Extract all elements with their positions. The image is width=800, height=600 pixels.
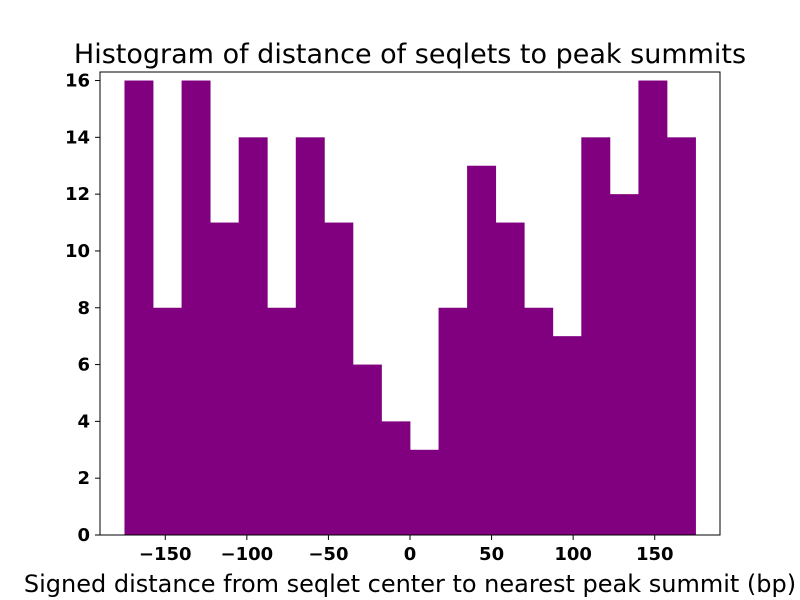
histogram-bar [295, 137, 325, 535]
y-tick-label: 4 [77, 411, 90, 432]
y-tick-label: 8 [77, 298, 90, 319]
x-tick-label: 50 [479, 544, 504, 565]
histogram-bar [267, 307, 297, 535]
x-tick-label: 100 [554, 544, 592, 565]
y-tick-label: 2 [77, 468, 90, 489]
histogram-bar [352, 364, 382, 535]
histogram-bar [210, 222, 240, 535]
x-tick-label: −50 [308, 544, 348, 565]
x-tick-label: 150 [636, 544, 674, 565]
y-axis-ticks: 0 2 4 6 8 10 12 14 16 [65, 71, 100, 546]
x-axis-label: Signed distance from seqlet center to ne… [24, 570, 796, 598]
chart-title: Histogram of distance of seqlets to peak… [74, 39, 746, 70]
y-tick-label: 6 [77, 355, 90, 376]
histogram-bar [524, 307, 554, 535]
y-tick-label: 12 [65, 184, 90, 205]
x-tick-label: −100 [221, 544, 274, 565]
histogram-bar [153, 307, 182, 535]
x-axis-ticks: −150 −100 −50 0 50 100 150 [139, 535, 674, 565]
y-tick-label: 10 [65, 241, 90, 262]
histogram-bar [552, 336, 582, 535]
bars-group [124, 80, 696, 535]
histogram-bar [638, 80, 668, 535]
histogram-bar [381, 421, 411, 535]
x-tick-label: 0 [404, 544, 417, 565]
x-tick-label: −150 [139, 544, 192, 565]
y-tick-label: 0 [77, 525, 90, 546]
histogram-bar [495, 222, 525, 535]
y-tick-label: 14 [65, 127, 90, 148]
histogram-bar [581, 137, 611, 535]
histogram-bar [609, 194, 639, 535]
histogram-bar [324, 222, 354, 535]
histogram-bar [238, 137, 268, 535]
histogram-bar [438, 307, 468, 535]
histogram-bar [181, 80, 211, 535]
histogram-bar [124, 80, 154, 535]
histogram-bar [666, 137, 696, 535]
y-tick-label: 16 [65, 71, 90, 92]
histogram-bar [467, 165, 497, 535]
histogram-bar [410, 449, 439, 535]
